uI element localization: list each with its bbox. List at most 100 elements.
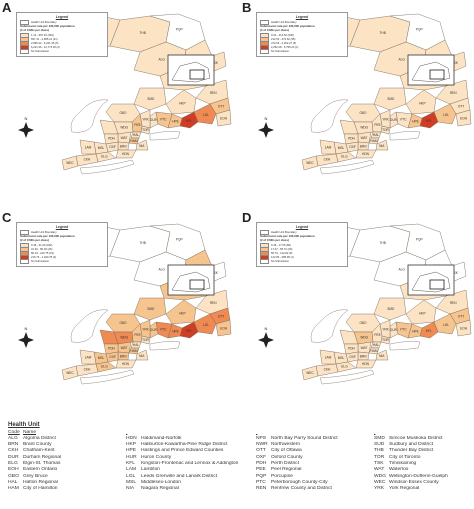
legend-subtitle-2: (# of CSDs per class) <box>20 27 49 32</box>
region-hkp <box>165 299 197 325</box>
region-label: WAT <box>361 346 368 350</box>
compass-north-label: N <box>25 116 28 121</box>
compass-rose: N <box>258 326 274 348</box>
region-eoh <box>215 109 232 127</box>
region-label: LAM <box>325 356 332 360</box>
region-label: NIA <box>139 354 145 358</box>
region-label: SMD <box>387 307 395 311</box>
health-unit-row: HKP Haliburton-Kawartha-Pine Ridge Distri… <box>126 442 256 448</box>
region-label: LGL <box>203 113 209 117</box>
inset-map <box>167 264 215 296</box>
health-unit-code: HPE <box>126 448 137 454</box>
code-header: Code <box>8 430 20 435</box>
region-label: YRK <box>142 328 149 332</box>
region-label: PQP <box>416 27 423 31</box>
region-label: WAT <box>121 346 128 350</box>
lake-huron <box>310 309 349 343</box>
health-unit-name: Peterborough County-City <box>271 479 328 485</box>
region-label: GBO <box>359 321 367 325</box>
region-label: WEC <box>66 161 74 165</box>
compass-needle-ew <box>258 127 274 133</box>
health-unit-code: REN <box>256 486 267 492</box>
health-unit-row: TOR City of Toronto <box>374 455 468 461</box>
no-submission-swatch <box>260 258 269 264</box>
region-hkp <box>405 299 437 325</box>
lakes <box>70 309 109 343</box>
region-label: PQP <box>176 27 183 31</box>
region-hdn <box>355 149 377 159</box>
panel-letter: A <box>2 0 12 15</box>
region-label: NIA <box>379 144 385 148</box>
region-label: GBO <box>119 111 127 115</box>
region-label: MSL <box>338 356 345 360</box>
region-label: LGL <box>443 323 449 327</box>
region-label: WAT <box>361 136 368 140</box>
name-header: Name <box>23 430 37 435</box>
lake-huron <box>310 99 349 133</box>
region-label: HDN <box>122 152 130 156</box>
region-nia <box>135 349 149 361</box>
region-nia <box>375 139 389 151</box>
compass-north-label: N <box>265 326 268 331</box>
region-label: ALG <box>158 267 165 271</box>
region-label: HPE <box>412 330 419 334</box>
region-hkp <box>405 89 437 115</box>
health-unit-name: Chatham-Kent <box>23 448 55 454</box>
health-unit-code: OTT <box>256 448 266 454</box>
lake-erie <box>319 159 375 175</box>
region-label: HAM <box>370 349 377 353</box>
health-unit-name: City of Hamilton <box>23 486 58 492</box>
map-panel-a: A NWRTHBPQPALGSUDTSKNPSRENSMDHKPOTTEOHLG… <box>0 0 232 205</box>
region-label: HPE <box>412 120 419 124</box>
legend-class-label: 0.62 - 212.52 (335) <box>271 33 294 37</box>
inset-landmass <box>171 61 211 83</box>
legend-subtitle-2: (# of CSDs per class) <box>20 237 49 242</box>
health-unit-row: MSL Middlesex-London <box>126 480 256 486</box>
health-unit-header: Code Name <box>8 430 126 435</box>
health-unit-name: Leeds Grenville and Lanark District <box>141 473 218 479</box>
region-label: CKH <box>324 158 331 162</box>
lakes <box>70 99 109 133</box>
region-label: TOR <box>382 338 389 342</box>
health-unit-row: BRN Brant County <box>8 442 126 448</box>
health-unit-code: WEC <box>374 479 386 485</box>
health-unit-row: HDN Haldimand-Norfolk <box>126 436 256 442</box>
health-unit-name: Halton Regional <box>23 479 58 485</box>
health-unit-row: PEE Peel Regional <box>256 467 374 473</box>
legend-boundary-row: Health Unit Boundary <box>260 229 344 235</box>
health-unit-name: Thunder Bay District <box>389 448 434 454</box>
lake-erie <box>79 159 135 175</box>
region-label: WDG <box>360 126 368 130</box>
legend-boundary-row: Health Unit Boundary <box>260 19 344 25</box>
health-unit-row: LGL Leeds Grenville and Lanark District <box>126 474 256 480</box>
legend-classes: 0.46 - 17.06 (86) 17.07 - 55.72 (29) 55.73… <box>260 242 344 260</box>
region-label: OXF <box>349 145 356 149</box>
legend-class-label: 2,895.22 - 6,221.35 (5) <box>31 41 59 45</box>
legend-no-submission-row: No Submission <box>260 258 344 264</box>
region-label: OXF <box>109 145 116 149</box>
health-unit-column: SMD Simcoe Muskoka District SUD Sudbury and… <box>374 430 468 492</box>
region-label: GBO <box>359 111 367 115</box>
compass-rose: N <box>18 116 34 138</box>
map-panel-b: B NWRTHBPQPALGSUDTSKNPSRENSMDHKPOTTEOHLG… <box>240 0 472 205</box>
region-label: BRN <box>120 354 127 358</box>
health-unit-code: SMD <box>374 435 385 441</box>
region-label: HAM <box>370 139 377 143</box>
no-submission-label: No Submission <box>271 259 290 263</box>
lakes <box>310 99 349 133</box>
health-unit-row: WEC Windsor-Essex County <box>374 480 468 486</box>
region-label: PEE <box>134 333 140 337</box>
health-unit-row: SMD Simcoe Muskoka District <box>374 436 468 442</box>
health-unit-code: EOH <box>8 467 19 473</box>
header-spacer <box>126 430 256 435</box>
legend-subtitle: Submission rate per 100,000 population (… <box>260 24 344 32</box>
region-label: ELG <box>101 365 108 369</box>
health-unit-code: PDH <box>256 460 267 466</box>
health-unit-code: GBO <box>8 473 19 479</box>
region-label: CKH <box>84 158 91 162</box>
no-submission-swatch <box>20 258 29 264</box>
legend-subtitle-2: (# of CSDs per class) <box>260 27 289 32</box>
health-unit-row: ALG Algoma District <box>8 436 126 442</box>
region-label: WDG <box>120 336 128 340</box>
lake-ontario <box>149 131 181 141</box>
